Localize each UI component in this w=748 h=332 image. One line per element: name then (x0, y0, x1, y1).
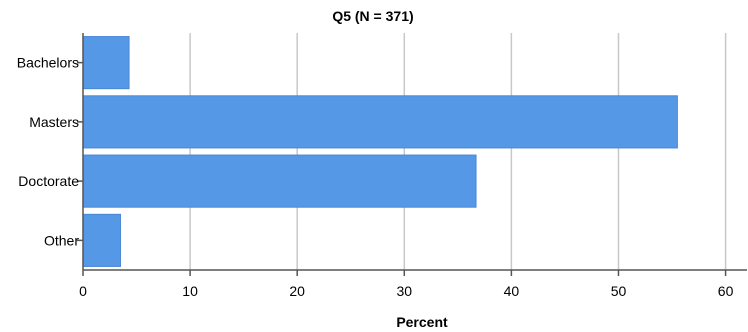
category-label-bachelors: Bachelors (17, 55, 79, 71)
grid-layer (189, 33, 727, 270)
x-tick-label-20: 20 (289, 283, 305, 299)
category-label-other: Other (44, 232, 79, 248)
bar-doctorate (82, 154, 477, 208)
bar-bachelors (82, 36, 130, 90)
x-tick-label-40: 40 (504, 283, 520, 299)
chart-title: Q5 (N = 371) (332, 8, 413, 24)
x-axis-label: Percent (396, 314, 448, 330)
category-label-masters: Masters (29, 114, 79, 130)
x-tick-label-60: 60 (718, 283, 734, 299)
x-tick-label-30: 30 (397, 283, 413, 299)
bar-masters (82, 95, 678, 149)
x-tick-label-50: 50 (611, 283, 627, 299)
bar-other (82, 213, 121, 267)
x-tick-label-0: 0 (79, 283, 87, 299)
x-tick-label-10: 10 (182, 283, 198, 299)
category-label-doctorate: Doctorate (18, 173, 79, 189)
bar-layer (82, 36, 678, 267)
label-layer: 0 10 20 30 40 50 60 Bachelors Masters Doctorate Ot… (17, 55, 734, 299)
axis-layer (77, 33, 747, 276)
